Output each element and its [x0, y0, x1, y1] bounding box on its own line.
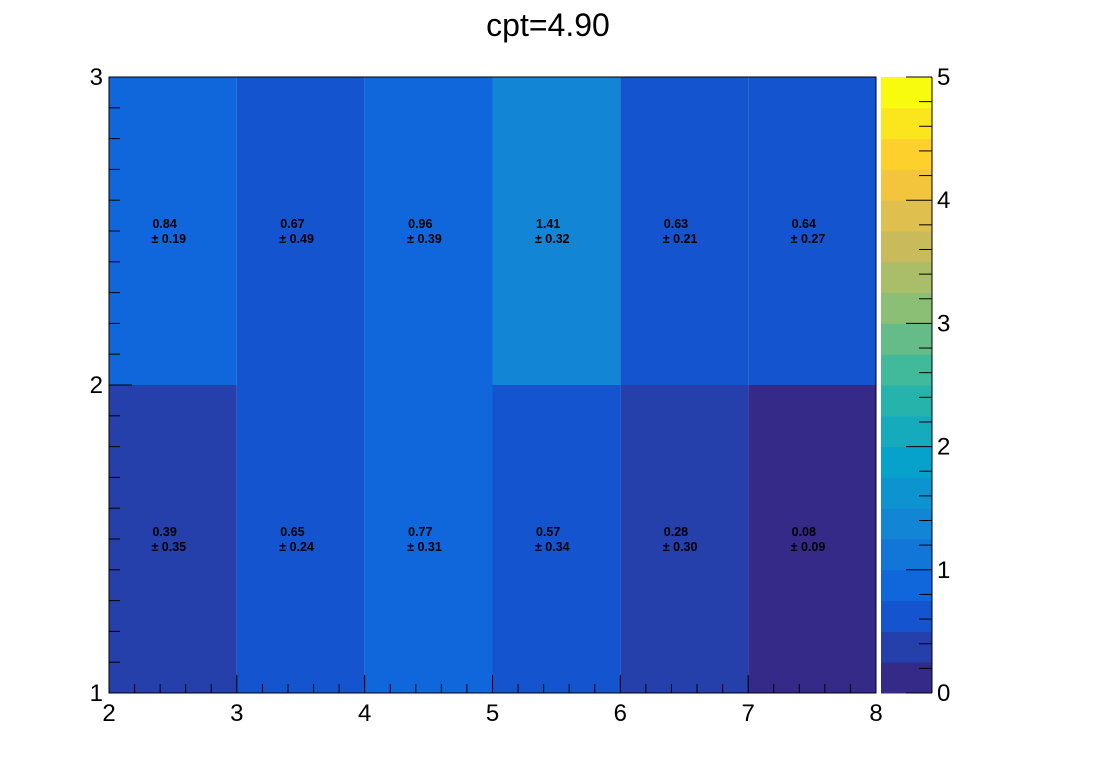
- x-tick-label: 6: [614, 700, 627, 727]
- cell-error-label: ± 0.27: [791, 232, 826, 246]
- cell-value-label: 0.77: [408, 525, 432, 539]
- colorbar-tick-label: 1: [937, 557, 950, 584]
- colorbar-band: [881, 292, 932, 324]
- cell-error-label: ± 0.21: [663, 232, 698, 246]
- cell-error-label: ± 0.34: [535, 540, 570, 554]
- colorbar-tick-label: 4: [937, 187, 950, 214]
- cell-value-label: 0.65: [280, 525, 304, 539]
- colorbar-band: [881, 138, 932, 170]
- colorbar-band: [881, 231, 932, 263]
- cell-error-label: ± 0.35: [151, 540, 186, 554]
- cell-labels: 0.39± 0.35 0.65± 0.24 0.77± 0.31 0.57± 0.34…: [151, 217, 825, 554]
- cell-value-label: 1.41: [536, 217, 560, 231]
- colorbar-band: [881, 539, 932, 571]
- heatmap-cell: [492, 77, 621, 385]
- cell-error-label: ± 0.31: [407, 540, 442, 554]
- cell-value-label: 0.64: [792, 217, 816, 231]
- colorbar-band: [881, 631, 932, 663]
- colorbar-band: [881, 477, 932, 509]
- cell-error-label: ± 0.19: [151, 232, 186, 246]
- colorbar-band: [881, 662, 932, 694]
- colorbar-band: [881, 107, 932, 140]
- x-tick-label: 4: [358, 700, 371, 727]
- colorbar-band: [881, 323, 932, 355]
- y-tick-label: 3: [90, 64, 103, 91]
- cell-error-label: ± 0.32: [535, 232, 570, 246]
- colorbar-band: [881, 508, 932, 540]
- heatmap-cell: [620, 77, 749, 385]
- cell-error-label: ± 0.39: [407, 232, 442, 246]
- heatmap-cell: [109, 77, 237, 385]
- x-tick-label: 2: [102, 700, 115, 727]
- heatmap-cell: [620, 385, 749, 693]
- cell-value-label: 0.39: [152, 525, 176, 539]
- x-tick-label: 7: [741, 700, 754, 727]
- heatmap-cell: [492, 385, 621, 693]
- cell-value-label: 0.67: [280, 217, 304, 231]
- y-tick-label: 1: [90, 680, 103, 707]
- cell-value-label: 0.28: [664, 525, 688, 539]
- colorbar-band: [881, 200, 932, 232]
- colorbar-band: [881, 261, 932, 294]
- colorbar-band: [881, 446, 932, 478]
- color-scale: 0 1 2 3 4 5: [881, 64, 950, 707]
- colorbar-band: [881, 77, 932, 109]
- cell-value-label: 0.84: [152, 217, 176, 231]
- colorbar-band: [881, 569, 932, 602]
- x-tick-label: 5: [486, 700, 499, 727]
- colorbar-band: [881, 600, 932, 632]
- cell-value-label: 0.57: [536, 525, 560, 539]
- colorbar-band: [881, 415, 932, 448]
- heatmap-cells: [109, 77, 876, 693]
- colorbar-tick-label: 0: [937, 680, 950, 707]
- colorbar-band: [881, 354, 932, 386]
- heatmap-cell: [109, 385, 237, 693]
- heatmap-cell: [748, 385, 876, 693]
- cell-value-label: 0.08: [792, 525, 816, 539]
- heatmap-cell: [236, 77, 365, 385]
- x-tick-label: 3: [230, 700, 243, 727]
- heatmap-cell: [364, 385, 493, 693]
- cell-error-label: ± 0.30: [663, 540, 698, 554]
- heatmap-cell: [748, 77, 876, 385]
- cell-error-label: ± 0.24: [279, 540, 314, 554]
- colorbar-tick-label: 5: [937, 64, 950, 91]
- colorbar-tick-label: 3: [937, 310, 950, 337]
- cell-error-label: ± 0.49: [279, 232, 314, 246]
- cell-error-label: ± 0.09: [791, 540, 826, 554]
- colorbar-tick-label: 2: [937, 434, 950, 461]
- colorbar-band: [881, 169, 932, 201]
- colorbar-band: [881, 385, 932, 417]
- x-tick-label: 8: [869, 700, 882, 727]
- heatmap-cell: [364, 77, 493, 385]
- y-tick-label: 2: [90, 372, 103, 399]
- heatmap-cell: [236, 385, 365, 693]
- chart-title: cpt=4.90: [486, 7, 610, 43]
- cell-value-label: 0.63: [664, 217, 688, 231]
- cell-value-label: 0.96: [408, 217, 432, 231]
